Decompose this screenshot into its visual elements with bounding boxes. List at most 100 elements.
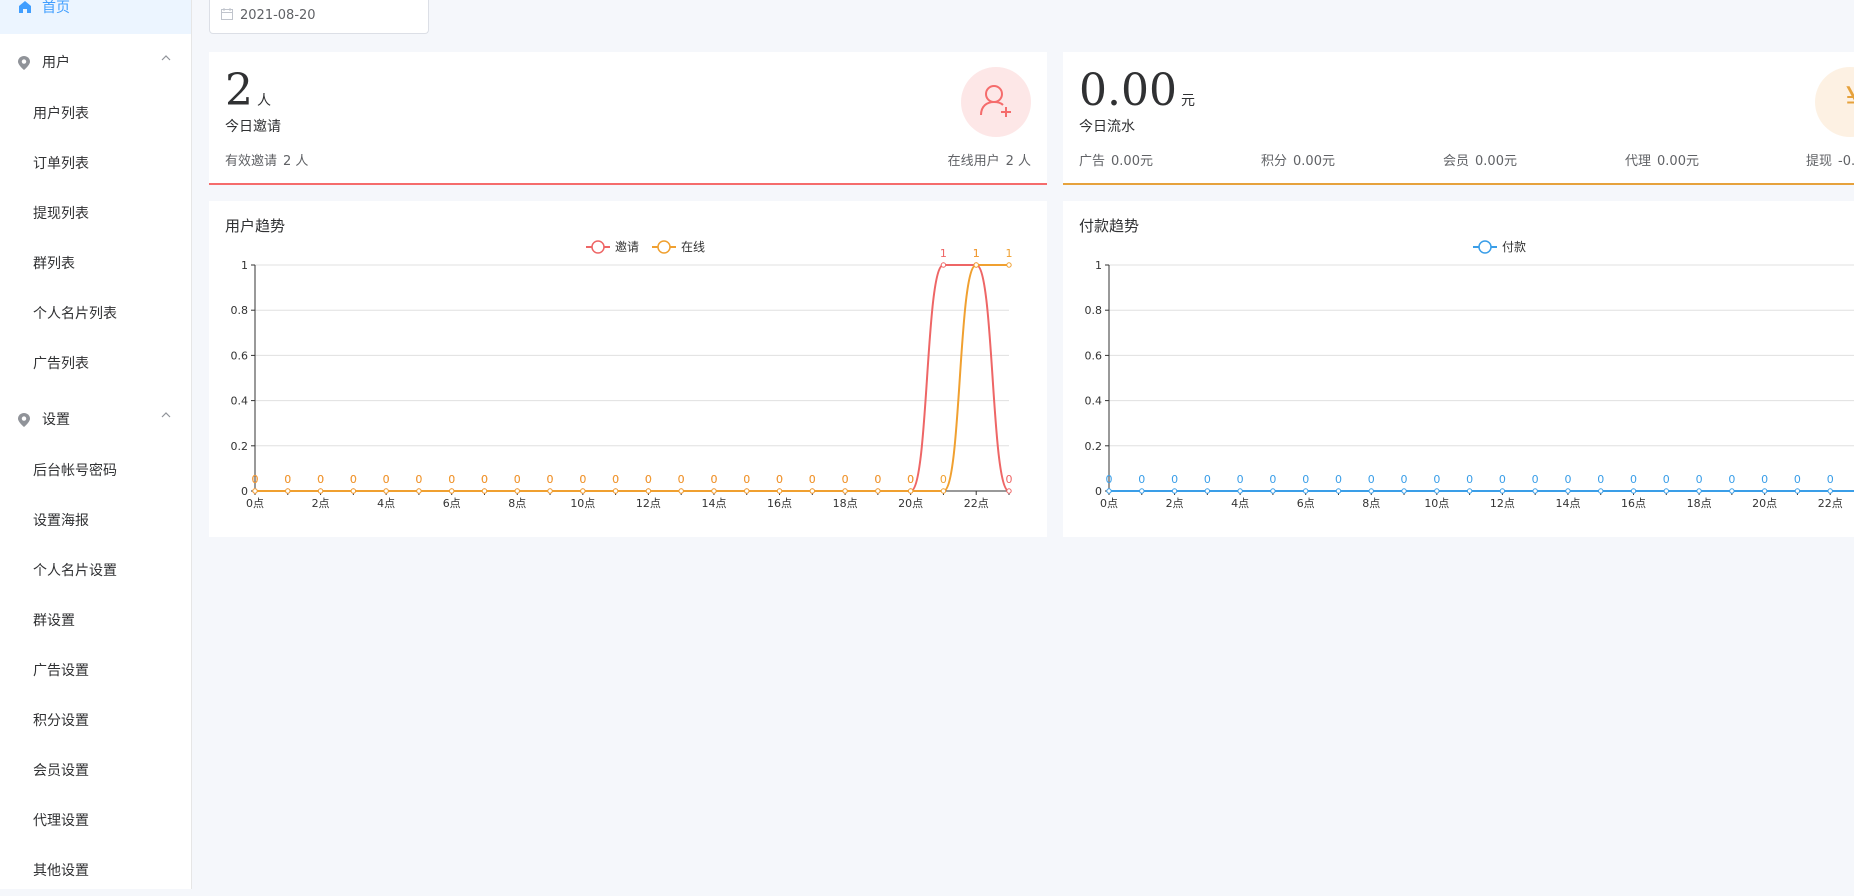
data-point: [1237, 488, 1243, 494]
data-label: 0: [1728, 473, 1735, 486]
sidebar-item-agent-settings[interactable]: 代理设置: [0, 796, 191, 846]
x-tick-label: 0点: [246, 497, 264, 510]
data-label: 0: [1106, 473, 1113, 486]
data-point: [514, 488, 520, 494]
x-tick-label: 22点: [964, 497, 989, 510]
data-point: [252, 488, 258, 494]
sidebar: 首页 用户 用户列表 订单列表 提现列表 群列表 个人名片列表 广告列表 设置 …: [0, 0, 192, 889]
x-tick-label: 18点: [833, 497, 858, 510]
sidebar-group-settings[interactable]: 设置: [0, 395, 191, 445]
sidebar-item-label: 订单列表: [33, 156, 89, 172]
data-point: [1270, 488, 1276, 494]
data-label: 0: [1335, 473, 1342, 486]
x-tick-label: 4点: [1231, 497, 1249, 510]
data-point: [645, 488, 652, 494]
data-label: 0: [317, 473, 324, 486]
x-tick-label: 6点: [443, 497, 461, 510]
data-label: 0: [1368, 473, 1375, 486]
date-value: 2021-08-20: [240, 8, 316, 23]
chevron-up-icon: [160, 52, 172, 67]
legend-marker: [657, 240, 671, 254]
sidebar-item-member-settings[interactable]: 会员设置: [0, 746, 191, 796]
data-label: 0: [514, 473, 521, 486]
data-label: 0: [284, 473, 291, 486]
data-point: [1335, 488, 1342, 494]
data-point: [350, 488, 357, 494]
sidebar-item-label: 代理设置: [33, 813, 89, 829]
sidebar-group-users[interactable]: 用户: [0, 38, 191, 88]
data-label: 0: [612, 473, 619, 486]
data-label: 0: [1269, 473, 1276, 486]
data-label: 0: [743, 473, 750, 486]
data-label: 0: [1597, 473, 1604, 486]
data-label: 0: [1794, 473, 1801, 486]
data-label: 0: [1499, 473, 1506, 486]
data-point: [1565, 488, 1571, 494]
data-label: 0: [1171, 473, 1178, 486]
invite-caption: 今日邀请: [225, 119, 281, 135]
legend-label: 在线: [681, 240, 705, 254]
data-point: [1006, 488, 1012, 494]
data-point: [1499, 488, 1506, 494]
sidebar-item-home[interactable]: 首页: [0, 0, 191, 34]
data-point: [1532, 488, 1538, 494]
data-point: [547, 488, 553, 494]
withdraw-stat: 提现 -0.: [1806, 154, 1854, 169]
sidebar-item-other-settings[interactable]: 其他设置: [0, 846, 191, 896]
y-tick-label: 0.4: [1085, 395, 1103, 408]
x-tick-label: 12点: [1490, 497, 1515, 510]
x-tick-label: 14点: [701, 497, 726, 510]
sidebar-item-withdraw-list[interactable]: 提现列表: [0, 189, 191, 239]
data-label: 0: [1006, 473, 1013, 486]
sidebar-item-poster-settings[interactable]: 设置海报: [0, 496, 191, 546]
data-point: [1630, 488, 1637, 494]
date-picker[interactable]: 2021-08-20: [209, 0, 429, 34]
data-label: 0: [1761, 473, 1768, 486]
data-label: 0: [710, 473, 717, 486]
sidebar-item-admin-password[interactable]: 后台帐号密码: [0, 446, 191, 496]
sidebar-item-label: 后台帐号密码: [33, 463, 117, 479]
data-label: 0: [1827, 473, 1834, 486]
data-point: [317, 488, 324, 494]
data-label: 0: [284, 473, 291, 486]
legend-label: 付款: [1502, 240, 1526, 254]
y-tick-label: 1: [1095, 259, 1102, 272]
data-label: 0: [940, 473, 947, 486]
data-point: [1466, 488, 1473, 494]
sidebar-item-user-list[interactable]: 用户列表: [0, 89, 191, 139]
data-point: [383, 488, 389, 494]
data-point: [1663, 488, 1670, 494]
data-label: 0: [1401, 473, 1408, 486]
revenue-caption: 今日流水: [1079, 119, 1135, 135]
data-label: 0: [645, 473, 652, 486]
sidebar-item-points-settings[interactable]: 积分设置: [0, 696, 191, 746]
revenue-stat-card: 0.00 元 今日流水 广告 0.00元 积分 0.00元 会员 0.00元 代理 0.0…: [1063, 52, 1854, 185]
data-point: [1204, 488, 1211, 494]
y-tick-label: 0.2: [231, 440, 249, 453]
x-tick-label: 22点: [1818, 497, 1843, 510]
legend-label: 邀请: [615, 239, 639, 254]
sidebar-item-card-list[interactable]: 个人名片列表: [0, 289, 191, 339]
data-label: 0: [252, 473, 259, 486]
sidebar-item-group-settings[interactable]: 群设置: [0, 596, 191, 646]
x-tick-label: 10点: [1424, 497, 1449, 510]
y-tick-label: 0.6: [1085, 349, 1103, 362]
sidebar-item-card-settings[interactable]: 个人名片设置: [0, 546, 191, 596]
member-revenue-stat: 会员 0.00元: [1443, 154, 1517, 169]
sidebar-item-order-list[interactable]: 订单列表: [0, 139, 191, 189]
data-label: 0: [547, 473, 554, 486]
data-label: 0: [350, 473, 357, 486]
legend-marker: [1478, 240, 1492, 254]
data-point: [1171, 488, 1178, 494]
data-label: 0: [415, 473, 422, 486]
data-label: 0: [1564, 473, 1571, 486]
sidebar-item-group-list[interactable]: 群列表: [0, 239, 191, 289]
data-label: 0: [1204, 473, 1211, 486]
x-tick-label: 20点: [898, 497, 923, 510]
sidebar-item-ad-list[interactable]: 广告列表: [0, 339, 191, 389]
sidebar-item-ad-settings[interactable]: 广告设置: [0, 646, 191, 696]
data-label: 0: [350, 473, 357, 486]
